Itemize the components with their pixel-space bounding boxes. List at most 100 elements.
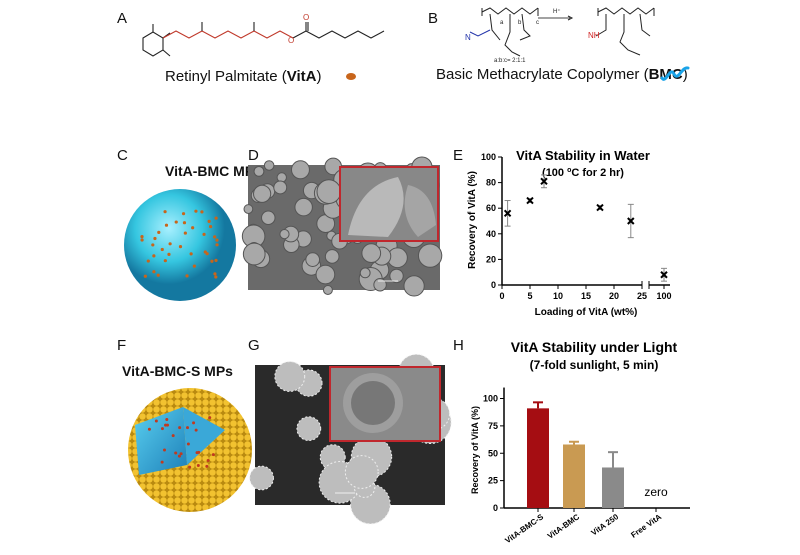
- zero-annotation: zero: [644, 485, 668, 499]
- panel-f-title: VitA-BMC-S MPs: [122, 363, 233, 379]
- vita-droplet: [174, 451, 178, 455]
- x-tick-label: 100: [656, 291, 671, 301]
- vita-droplet: [156, 273, 160, 277]
- y-axis-label: Recovery of VitA (%): [470, 406, 480, 494]
- microparticle: [389, 268, 404, 284]
- data-point: [503, 209, 512, 218]
- sub-a: a: [500, 20, 504, 26]
- vita-droplet: [174, 220, 178, 224]
- caption-bold: VitA: [286, 68, 317, 85]
- microparticle: [294, 197, 313, 217]
- bar: [602, 467, 624, 508]
- panel-label-a: A: [117, 10, 128, 27]
- x-tick-label: VitA-BMC-S: [503, 512, 545, 545]
- microparticle: [315, 264, 336, 285]
- vita-droplet: [189, 252, 193, 256]
- vita-droplet: [160, 460, 164, 464]
- microparticle: [263, 160, 275, 171]
- vita-droplet: [188, 465, 192, 469]
- svg-text:O: O: [303, 13, 309, 22]
- vita-droplet: [215, 243, 219, 247]
- microparticle: [253, 165, 265, 177]
- panel-label-b: B: [428, 10, 439, 27]
- microparticle: [305, 252, 321, 267]
- microparticle: [249, 465, 274, 491]
- vita-droplet: [164, 223, 169, 227]
- x-tick-label: 15: [581, 291, 591, 301]
- caption-text: Basic Methacrylate Copolymer (: [436, 66, 649, 83]
- x-tick-label: 20: [609, 291, 619, 301]
- x-tick-label: 10: [553, 291, 563, 301]
- sem-image-vita-bmc: [241, 156, 443, 297]
- chart-subtitle: (100 oC for 2 hr): [542, 167, 624, 179]
- vita-droplet: [214, 258, 218, 262]
- microparticle: [279, 228, 290, 240]
- protonated-amine: NH: [588, 31, 600, 40]
- microparticle: [273, 180, 288, 195]
- data-point: [627, 217, 635, 225]
- vita-droplet: [171, 434, 175, 438]
- vita-droplet: [164, 423, 168, 427]
- vita-droplet: [214, 216, 218, 220]
- vita-droplet: [153, 236, 157, 241]
- vita-droplet: [207, 219, 211, 223]
- microparticle: [291, 160, 310, 180]
- n-atom: N: [465, 33, 471, 42]
- chart-subtitle: (7-fold sunlight, 5 min): [530, 358, 659, 372]
- vita-droplet: [210, 259, 214, 263]
- microparticle: [261, 210, 276, 226]
- data-point: [596, 203, 604, 212]
- panel-label-f: F: [117, 337, 127, 354]
- vita-droplet: [181, 212, 186, 216]
- sub-c: c: [536, 20, 539, 26]
- svg-text:O: O: [288, 36, 294, 45]
- vita-droplet: [179, 452, 183, 456]
- monomer-ratio: a:b:c= 2:1:1: [494, 58, 526, 64]
- vita-droplet: [165, 418, 169, 422]
- caption-text-end: ): [682, 66, 688, 83]
- vita-droplet: [160, 427, 164, 431]
- vita-dot-icon: [346, 73, 356, 80]
- data-point: [540, 177, 548, 186]
- y-tick-label: 20: [486, 254, 496, 264]
- vita-droplet: [177, 454, 181, 458]
- vita-droplet: [140, 235, 144, 239]
- vita-droplet: [203, 250, 207, 254]
- vita-droplet: [163, 448, 167, 452]
- panel-c-title: VitA-BMC MPs: [165, 163, 262, 179]
- x-tick-label: 5: [527, 291, 532, 301]
- x-tick-label: VitA-BMC: [546, 512, 581, 541]
- vita-droplet: [211, 453, 215, 457]
- vita-droplet: [147, 427, 151, 431]
- data-point: [526, 196, 534, 205]
- vita-droplet: [186, 442, 190, 446]
- vita-droplet: [152, 270, 156, 274]
- vita-droplet: [213, 235, 217, 239]
- y-tick-label: 60: [486, 203, 496, 213]
- vita-droplet: [185, 274, 189, 278]
- panel-label-c: C: [117, 147, 128, 164]
- vita-droplet: [160, 247, 164, 252]
- y-axis-label: Recovery of VitA (%): [467, 171, 478, 269]
- microparticle: [243, 204, 254, 214]
- y-tick-label: 25: [488, 476, 498, 486]
- caption-text-end: ): [316, 68, 322, 85]
- bar: [527, 408, 549, 508]
- vita-droplet: [154, 419, 158, 423]
- vita-droplet: [178, 426, 182, 430]
- y-tick-label: 100: [481, 152, 496, 162]
- microparticle: [417, 243, 443, 268]
- sub-b: b: [518, 20, 522, 26]
- vita-droplet: [206, 458, 210, 462]
- microparticle: [344, 455, 379, 489]
- vita-bmc-s-microparticle-illustration: [128, 388, 252, 512]
- x-tick-label: VitA 250: [589, 512, 620, 538]
- vita-droplet: [191, 226, 195, 230]
- microparticle: [359, 267, 371, 279]
- acid-reagent: H⁺: [553, 8, 561, 15]
- y-tick-label: 40: [486, 229, 496, 239]
- vita-droplet: [151, 243, 155, 247]
